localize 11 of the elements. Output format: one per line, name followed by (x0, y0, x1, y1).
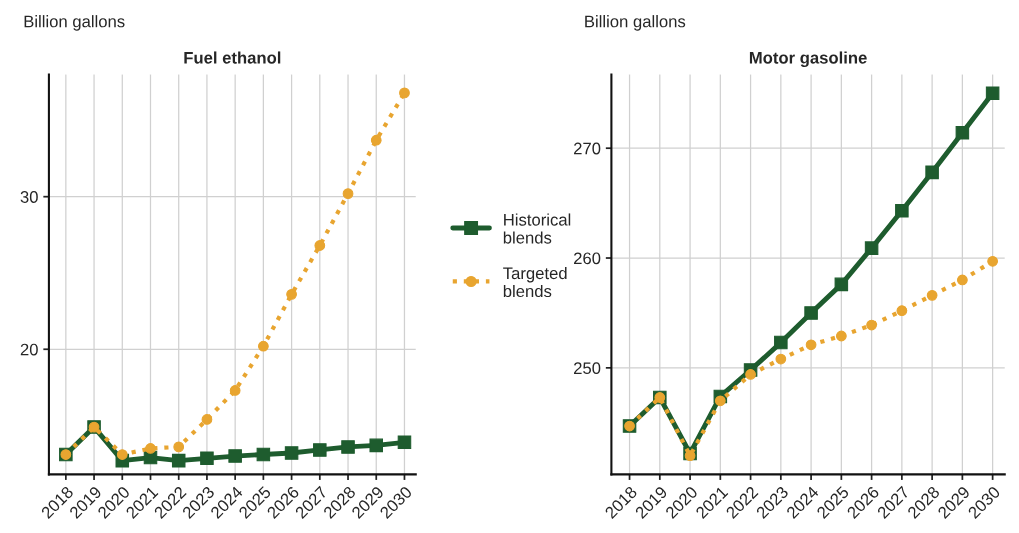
chart-title: Fuel ethanol (184, 51, 281, 64)
y-axis-title: Billion gallons (585, 15, 686, 31)
y-tick-label: 270 (574, 142, 601, 155)
y-tick-label: 260 (574, 252, 601, 265)
y-tick-label: 20 (20, 343, 38, 356)
y-tick-label: 250 (574, 362, 601, 375)
y-axis-title: Billion gallons (24, 15, 125, 31)
y-tick-label: 30 (20, 191, 38, 203)
legend-label: Targeted blends (503, 266, 567, 298)
chart-title: Motor gasoline (749, 51, 867, 68)
legend-label: Historical blends (503, 213, 571, 244)
